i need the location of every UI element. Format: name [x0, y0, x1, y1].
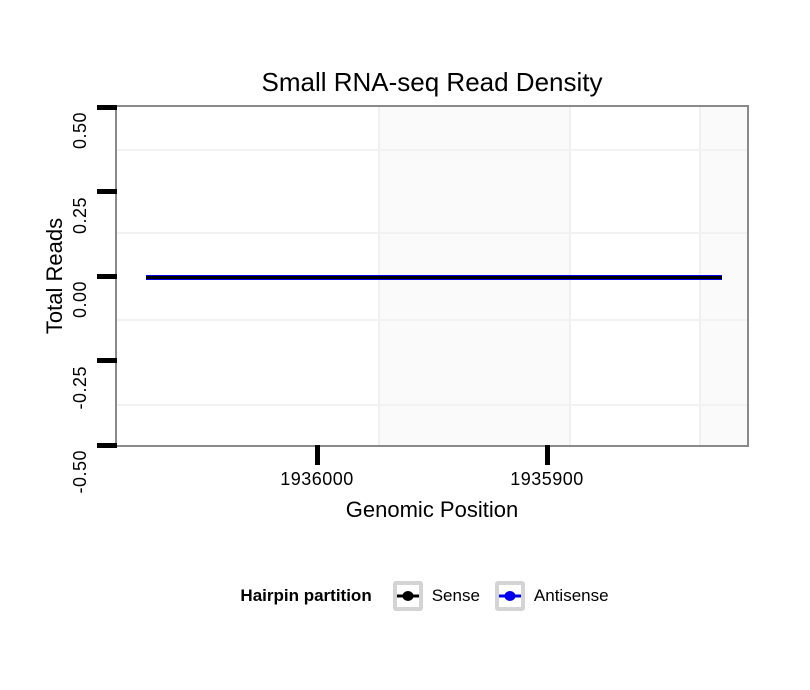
y-tick-label: 0.25 [70, 197, 90, 235]
legend-title: Hairpin partition [240, 586, 372, 605]
y-tick-label: 0.50 [70, 112, 90, 150]
legend-key-sense [392, 581, 423, 611]
legend-label-antisense: Antisense [533, 586, 609, 605]
y-axis-tick [97, 358, 117, 363]
x-axis-title: Genomic Position [345, 497, 519, 522]
antisense-series-line [146, 275, 722, 280]
horizontal-gridline [117, 319, 747, 321]
y-tick-label: 0.00 [70, 281, 90, 319]
sense-point-glyph [402, 591, 414, 601]
chart-title: Small RNA-seq Read Density [261, 67, 603, 97]
y-axis-tick [97, 443, 117, 448]
y-axis-tick [97, 274, 117, 279]
legend-label-sense: Sense [431, 586, 480, 605]
legend: Hairpin partition Sense Antisense [54, 577, 810, 615]
horizontal-gridline [117, 149, 747, 151]
antisense-point-glyph [504, 591, 516, 601]
horizontal-gridline [117, 232, 747, 234]
x-axis-tick [545, 445, 550, 465]
x-axis-tick [315, 445, 320, 465]
horizontal-gridline [117, 404, 747, 406]
legend-key-antisense [494, 581, 525, 611]
y-tick-label: -0.25 [70, 366, 90, 410]
y-axis-tick [97, 105, 117, 110]
y-axis-title: Total Reads [42, 217, 67, 335]
sense-series-line [146, 276, 722, 279]
x-tick-label: 1935900 [510, 469, 584, 489]
x-tick-label: 1936000 [280, 469, 354, 489]
y-axis-tick [97, 189, 117, 194]
y-tick-label: -0.50 [70, 450, 90, 494]
